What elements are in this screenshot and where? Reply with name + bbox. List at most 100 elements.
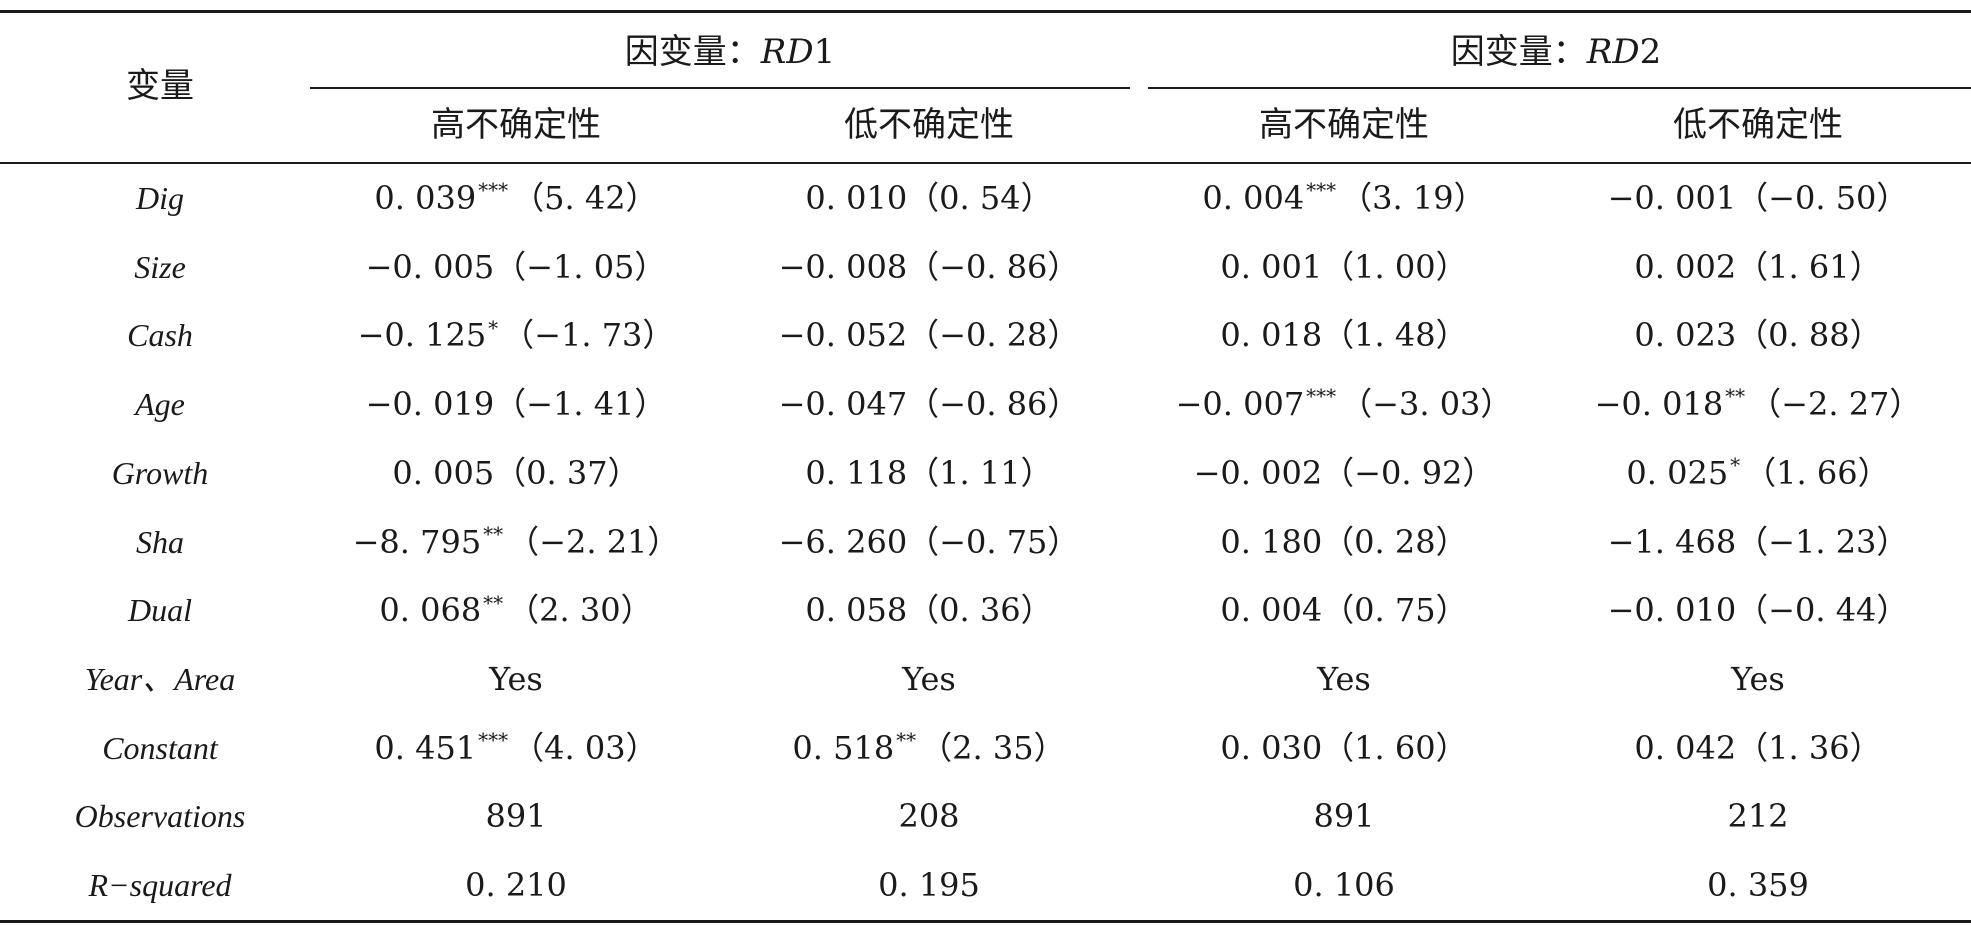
group-header-rd1: 因变量：RD1 — [625, 32, 836, 72]
table-cell: −0. 018 ** （−2. 27） — [1595, 384, 1922, 424]
coefficient: 0. 195 — [878, 866, 980, 904]
table-cell: Yes — [489, 659, 543, 699]
table-cell: 0. 030（1. 60） — [1220, 728, 1467, 768]
t-statistic: （−1. 23） — [1736, 522, 1909, 561]
t-statistic: （−0. 92） — [1322, 453, 1495, 492]
group-header-prefix: 因变量： — [1450, 32, 1587, 72]
group-header-dep-num: 1 — [813, 32, 836, 72]
t-statistic: （−0. 28） — [907, 316, 1080, 355]
coefficient: 0. 001 — [1220, 247, 1323, 286]
significance-stars: * — [1730, 453, 1741, 478]
t-statistic: （4. 03） — [512, 728, 658, 767]
t-statistic: （−1. 05） — [494, 247, 667, 286]
table-cell: 0. 210 — [465, 865, 567, 905]
t-statistic: （−2. 21） — [507, 522, 680, 561]
coefficient: 0. 042 — [1634, 728, 1737, 767]
t-statistic: （−0. 50） — [1736, 179, 1909, 217]
coefficient: 0. 210 — [465, 866, 567, 904]
table-cell: 0. 018（1. 48） — [1220, 315, 1467, 355]
significance-stars: * — [488, 315, 499, 340]
group-header-dep-var: RD — [760, 32, 814, 72]
table-cell: Yes — [1317, 659, 1371, 699]
table-cell: −0. 002（−0. 92） — [1194, 453, 1495, 493]
table-cell: −1. 468（−1. 23） — [1608, 522, 1909, 562]
row-variable-label: Cash — [127, 317, 193, 354]
coefficient: −0. 052 — [778, 316, 908, 355]
table-cell: −0. 007 *** （−3. 03） — [1176, 384, 1513, 424]
group-header-rd2: 因变量：RD2 — [1451, 32, 1662, 72]
coefficient: 891 — [1313, 797, 1375, 836]
t-statistic: （0. 28） — [1322, 522, 1468, 561]
coefficient: 0. 023 — [1634, 316, 1737, 355]
table-cell: −8. 795 ** （−2. 21） — [353, 522, 680, 562]
significance-stars: *** — [1306, 384, 1337, 409]
group-header-dep-var: RD — [1586, 32, 1640, 72]
coefficient: −0. 007 — [1175, 385, 1305, 424]
coefficient: 0. 068 — [379, 591, 482, 630]
group-underline-rd2 — [1148, 87, 1971, 89]
coefficient: −0. 002 — [1193, 453, 1323, 492]
table-cell: 0. 004（0. 75） — [1220, 590, 1467, 630]
row-variable-label: Sha — [136, 523, 184, 560]
significance-stars: *** — [478, 727, 509, 752]
coefficient: Yes — [902, 659, 956, 698]
coefficient: −0. 019 — [365, 385, 495, 424]
table-cell: −0. 019（−1. 41） — [366, 384, 667, 424]
table-cell: 0. 106 — [1293, 865, 1395, 905]
t-statistic: （−0. 44） — [1736, 591, 1909, 630]
t-statistic: （−0. 86） — [907, 385, 1080, 424]
table-cell: 0. 068 ** （2. 30） — [379, 590, 652, 630]
subheader-low-uncertainty-rd2: 低不确定性 — [1673, 105, 1843, 145]
t-statistic: （−3. 03） — [1340, 385, 1513, 424]
coefficient: −0. 010 — [1607, 591, 1737, 630]
t-statistic: （2. 35） — [920, 728, 1066, 767]
row-variable-label: Dual — [128, 592, 192, 629]
header-bottom-rule — [0, 162, 1971, 164]
coefficient: 0. 039 — [374, 179, 477, 217]
significance-stars: ** — [483, 590, 504, 615]
table-cell: 0. 004 *** （3. 19） — [1202, 178, 1485, 218]
coefficient: −0. 018 — [1594, 385, 1724, 424]
coefficient: −6. 260 — [778, 522, 908, 561]
row-variable-label: Growth — [111, 454, 209, 491]
table-cell: −0. 125 * （−1. 73） — [358, 315, 675, 355]
coefficient: Yes — [489, 659, 543, 698]
table-cell: −0. 052（−0. 28） — [779, 315, 1080, 355]
table-cell: −0. 005（−1. 05） — [366, 247, 667, 287]
table-cell: 891 — [1313, 796, 1374, 836]
coefficient: 0. 359 — [1707, 866, 1809, 904]
row-variable-label: Year、Area — [84, 660, 236, 697]
coefficient: 0. 005 — [392, 453, 495, 492]
t-statistic: （0. 88） — [1736, 316, 1882, 355]
t-statistic: （5. 42） — [512, 179, 658, 217]
table-cell: 891 — [485, 796, 546, 836]
coefficient: 0. 451 — [374, 728, 477, 767]
t-statistic: （−1. 41） — [494, 385, 667, 424]
coefficient: 208 — [898, 797, 960, 836]
table-cell: 0. 002（1. 61） — [1634, 247, 1881, 287]
coefficient: 0. 058 — [805, 591, 908, 630]
top-rule — [0, 10, 1971, 13]
subheader-high-uncertainty-rd1: 高不确定性 — [431, 105, 601, 145]
table-cell: 0. 118（1. 11） — [805, 453, 1052, 493]
coefficient: 0. 030 — [1220, 728, 1323, 767]
t-statistic: （1. 61） — [1736, 247, 1882, 286]
t-statistic: （−0. 86） — [907, 247, 1080, 286]
significance-stars: ** — [1725, 384, 1746, 409]
table-cell: 0. 058（0. 36） — [805, 590, 1052, 630]
table-cell: 0. 025 * （1. 66） — [1626, 453, 1889, 493]
table-cell: 0. 195 — [878, 865, 980, 905]
coefficient: 0. 180 — [1220, 522, 1323, 561]
bottom-rule — [0, 920, 1971, 923]
coefficient: 0. 106 — [1293, 866, 1395, 904]
table-cell: 0. 180（0. 28） — [1220, 522, 1467, 562]
t-statistic: （1. 66） — [1744, 453, 1890, 492]
row-variable-label: Age — [135, 386, 185, 423]
table-cell: Yes — [902, 659, 956, 699]
significance-stars: *** — [478, 178, 509, 203]
table-cell: 0. 023（0. 88） — [1634, 315, 1881, 355]
table-cell: 0. 039 *** （5. 42） — [374, 178, 657, 218]
table-cell: 0. 518 ** （2. 35） — [792, 728, 1065, 768]
table-cell: −0. 010（−0. 44） — [1608, 590, 1909, 630]
coefficient: −0. 047 — [778, 385, 908, 424]
